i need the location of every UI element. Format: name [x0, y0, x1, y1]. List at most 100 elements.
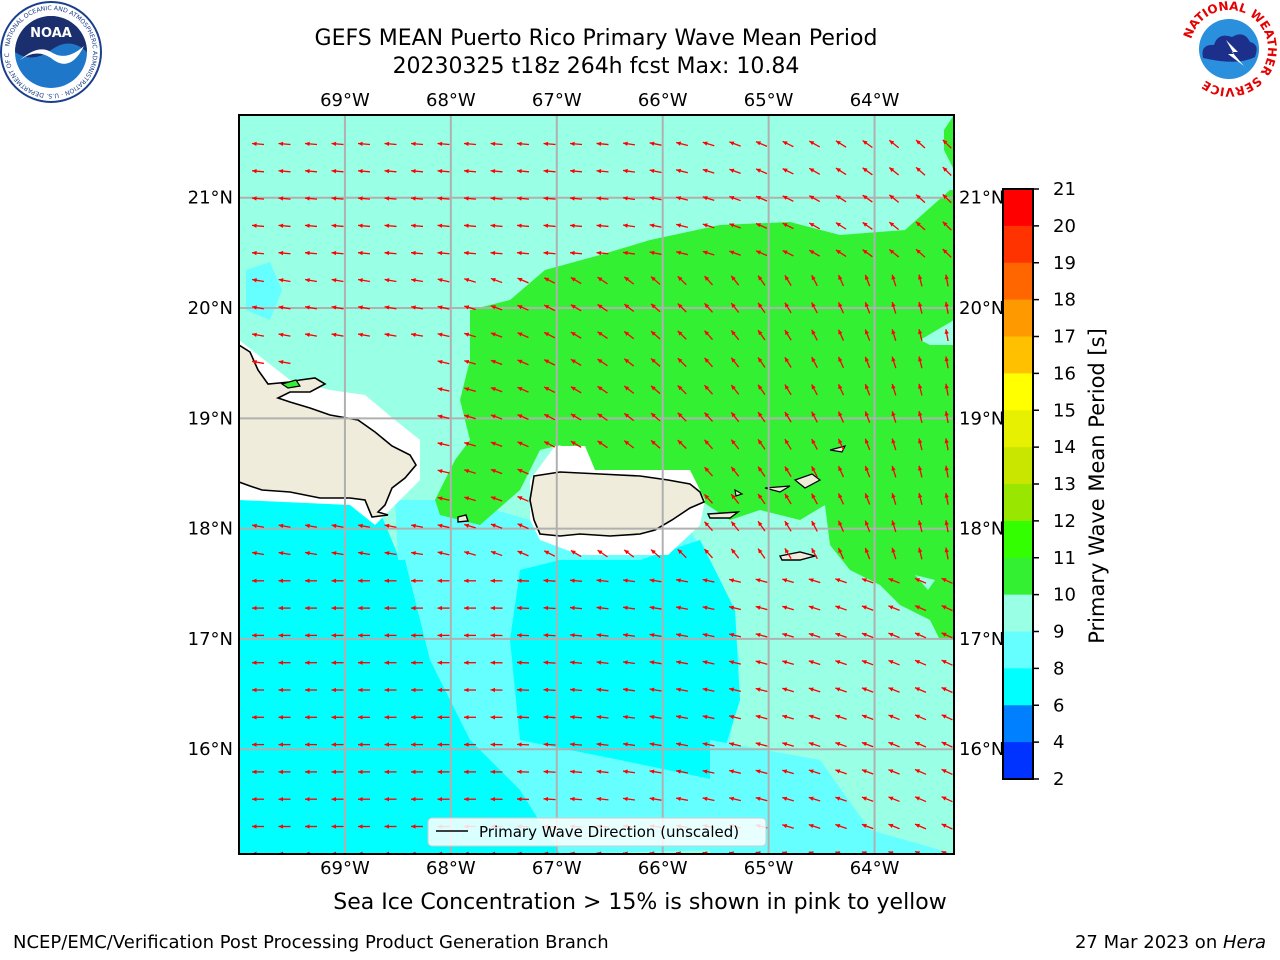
wave-arrow	[490, 687, 503, 693]
wave-arrow	[411, 797, 423, 802]
wave-arrow	[941, 686, 953, 694]
wave-arrow	[649, 660, 662, 665]
wave-arrow	[942, 193, 952, 204]
wave-arrow	[784, 384, 792, 396]
wave-arrow	[704, 412, 713, 422]
wave-arrow	[278, 824, 291, 829]
wave-arrow	[358, 687, 370, 693]
wave-arrow	[914, 823, 927, 830]
wave-arrow	[837, 493, 845, 505]
lon-tick-label: 68°W	[426, 858, 476, 879]
colorbar-tick-label: 21	[1053, 179, 1076, 200]
wave-arrow	[622, 742, 636, 747]
wave-arrow	[864, 411, 871, 423]
wave-arrow	[569, 578, 583, 583]
wave-arrow	[278, 332, 291, 337]
wave-arrow	[729, 195, 741, 202]
wave-arrow	[357, 250, 371, 256]
wave-arrow	[675, 632, 689, 638]
wave-arrow	[304, 332, 318, 337]
wave-arrow	[649, 141, 662, 146]
lat-tick-label: 16°N	[959, 739, 1004, 760]
wave-arrow	[464, 769, 476, 775]
wave-arrow	[437, 223, 450, 228]
wave-arrow	[914, 741, 927, 748]
wave-arrow	[331, 851, 344, 854]
wave-arrow	[252, 851, 264, 854]
lat-tick-label: 18°N	[959, 519, 1004, 540]
wave-arrow	[649, 633, 662, 638]
wave-arrow	[941, 823, 953, 830]
wave-arrow	[437, 605, 450, 611]
lat-tick-label: 17°N	[959, 629, 1004, 650]
land-mona	[457, 514, 469, 523]
wave-arrow	[490, 468, 503, 475]
map-legend: Primary Wave Direction (unscaled)	[427, 817, 767, 847]
wave-arrow	[384, 141, 397, 147]
wave-arrow	[411, 605, 423, 611]
wave-arrow	[358, 769, 370, 775]
wave-arrow	[915, 221, 926, 231]
wave-arrow	[357, 305, 371, 310]
wave-arrow	[702, 250, 715, 256]
wave-arrow	[891, 274, 897, 287]
wave-arrow	[251, 169, 265, 174]
lat-tick-label: 17°N	[188, 629, 233, 650]
wave-arrow	[410, 305, 424, 310]
wave-arrow	[649, 196, 662, 201]
colorbar-segment	[1003, 742, 1033, 780]
wave-arrow	[729, 851, 739, 854]
wave-arrow	[569, 633, 583, 638]
wave-arrow	[622, 250, 636, 256]
wave-arrow	[915, 166, 926, 176]
wave-arrow	[755, 578, 768, 583]
land-virgin-islands-2	[764, 485, 791, 493]
wave-arrow	[808, 742, 821, 748]
wave-arrow	[782, 851, 791, 854]
wave-arrow	[755, 824, 768, 829]
wave-arrow	[702, 714, 715, 720]
land-vieques	[706, 511, 741, 519]
wave-arrow	[861, 687, 874, 693]
wave-arrow	[569, 141, 583, 147]
wave-arrow	[702, 223, 715, 229]
wave-arrow	[543, 277, 556, 284]
wave-arrow	[729, 605, 741, 611]
land-hispaniola	[239, 344, 417, 518]
wave-arrow	[305, 715, 317, 720]
colorbar-segment	[1003, 668, 1033, 706]
wave-arrow	[755, 687, 768, 693]
wave-arrow	[861, 605, 874, 611]
wave-arrow	[784, 548, 792, 559]
wave-arrow	[837, 274, 845, 287]
wave-arrow	[918, 547, 923, 560]
wave-arrow	[864, 274, 871, 287]
wave-arrow	[357, 141, 371, 147]
wave-arrow	[543, 550, 556, 557]
wave-arrow	[569, 796, 583, 802]
wave-arrow	[358, 578, 370, 583]
wave-arrow	[437, 141, 450, 147]
wave-arrow	[252, 742, 264, 747]
lon-tick-label: 66°W	[638, 858, 688, 879]
wave-arrow	[808, 195, 821, 203]
wave-arrow	[675, 578, 689, 583]
wave-arrow	[676, 168, 688, 174]
wave-arrow	[304, 305, 318, 310]
wave-arrow	[677, 357, 687, 368]
wave-arrow	[463, 223, 477, 228]
wave-arrow	[729, 141, 741, 147]
wave-arrow	[569, 196, 583, 201]
wave-arrow	[543, 742, 556, 747]
wave-arrow	[650, 276, 661, 285]
wave-arrow	[677, 275, 687, 286]
wave-arrow	[278, 359, 291, 365]
wave-arrow	[543, 824, 556, 829]
wave-arrow	[516, 851, 530, 854]
wave-arrow	[437, 769, 450, 775]
wave-arrow	[891, 383, 897, 396]
colorbar-segment	[1003, 447, 1033, 485]
wave-arrow	[888, 248, 900, 258]
wave-arrow	[517, 277, 529, 284]
wave-arrow	[702, 168, 715, 174]
